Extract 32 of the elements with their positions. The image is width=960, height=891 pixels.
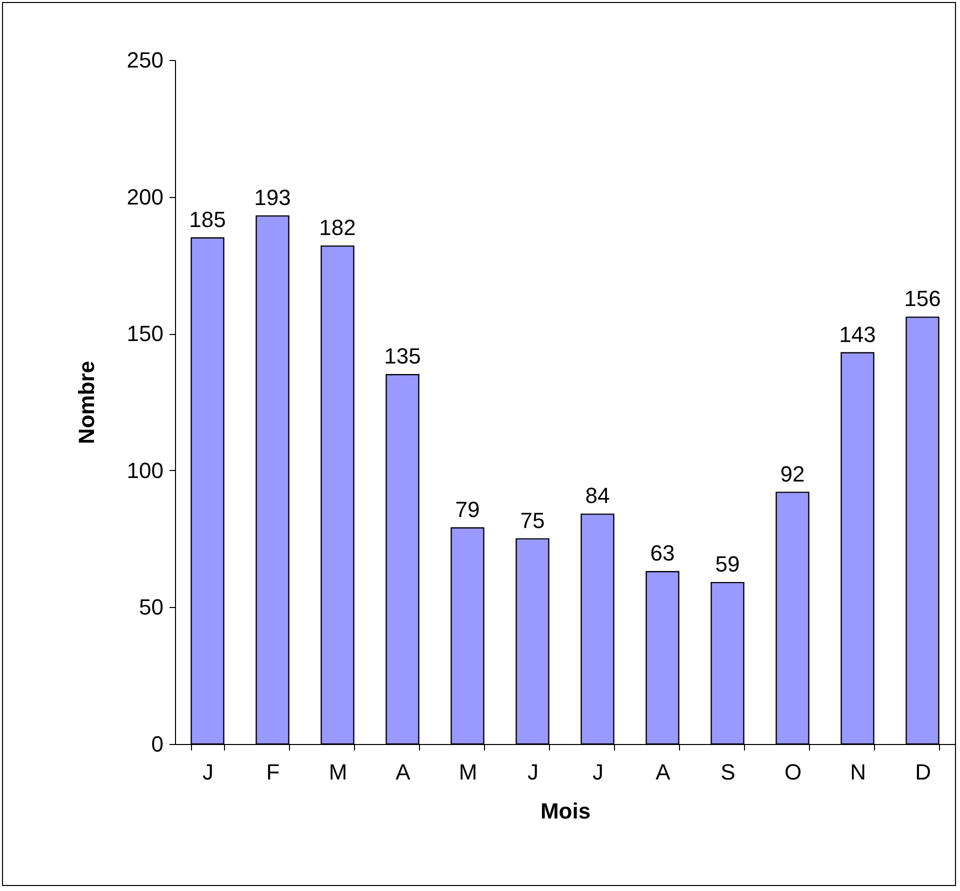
x-tick-label: J xyxy=(202,760,214,784)
x-tick-label: A xyxy=(396,760,411,784)
y-tick-label: 200 xyxy=(126,184,164,210)
y-tick-label: 250 xyxy=(126,48,164,72)
data-label: 156 xyxy=(904,286,941,312)
y-tick-label: 0 xyxy=(151,732,164,756)
data-label: 59 xyxy=(715,552,740,577)
x-tick-label: M xyxy=(458,760,478,784)
x-tick-label: S xyxy=(720,760,736,784)
data-label: 182 xyxy=(319,215,356,240)
x-tick-label: D xyxy=(915,760,931,784)
data-label: 84 xyxy=(585,483,610,508)
data-label: 79 xyxy=(455,496,480,522)
data-label: 135 xyxy=(384,344,421,369)
y-tick-label: 100 xyxy=(126,458,164,483)
x-tick-label: N xyxy=(850,760,866,784)
data-label: 185 xyxy=(189,206,226,232)
x-tick-label: J xyxy=(528,760,538,784)
data-label: 92 xyxy=(780,461,805,486)
y-tick-label: 150 xyxy=(126,321,164,346)
y-tick-label: 50 xyxy=(139,594,164,620)
y-axis-title: Nombre xyxy=(74,360,99,444)
data-label: 143 xyxy=(839,322,876,347)
x-tick-label: F xyxy=(266,760,280,784)
data-label: 63 xyxy=(650,540,675,566)
x-tick-label: J xyxy=(592,760,604,784)
x-axis-title: Mois xyxy=(540,798,591,824)
x-tick-label: O xyxy=(784,760,802,784)
data-label: 75 xyxy=(520,508,545,533)
data-label: 193 xyxy=(254,184,291,210)
x-tick-label: A xyxy=(656,760,671,784)
x-tick-label: M xyxy=(328,760,348,784)
